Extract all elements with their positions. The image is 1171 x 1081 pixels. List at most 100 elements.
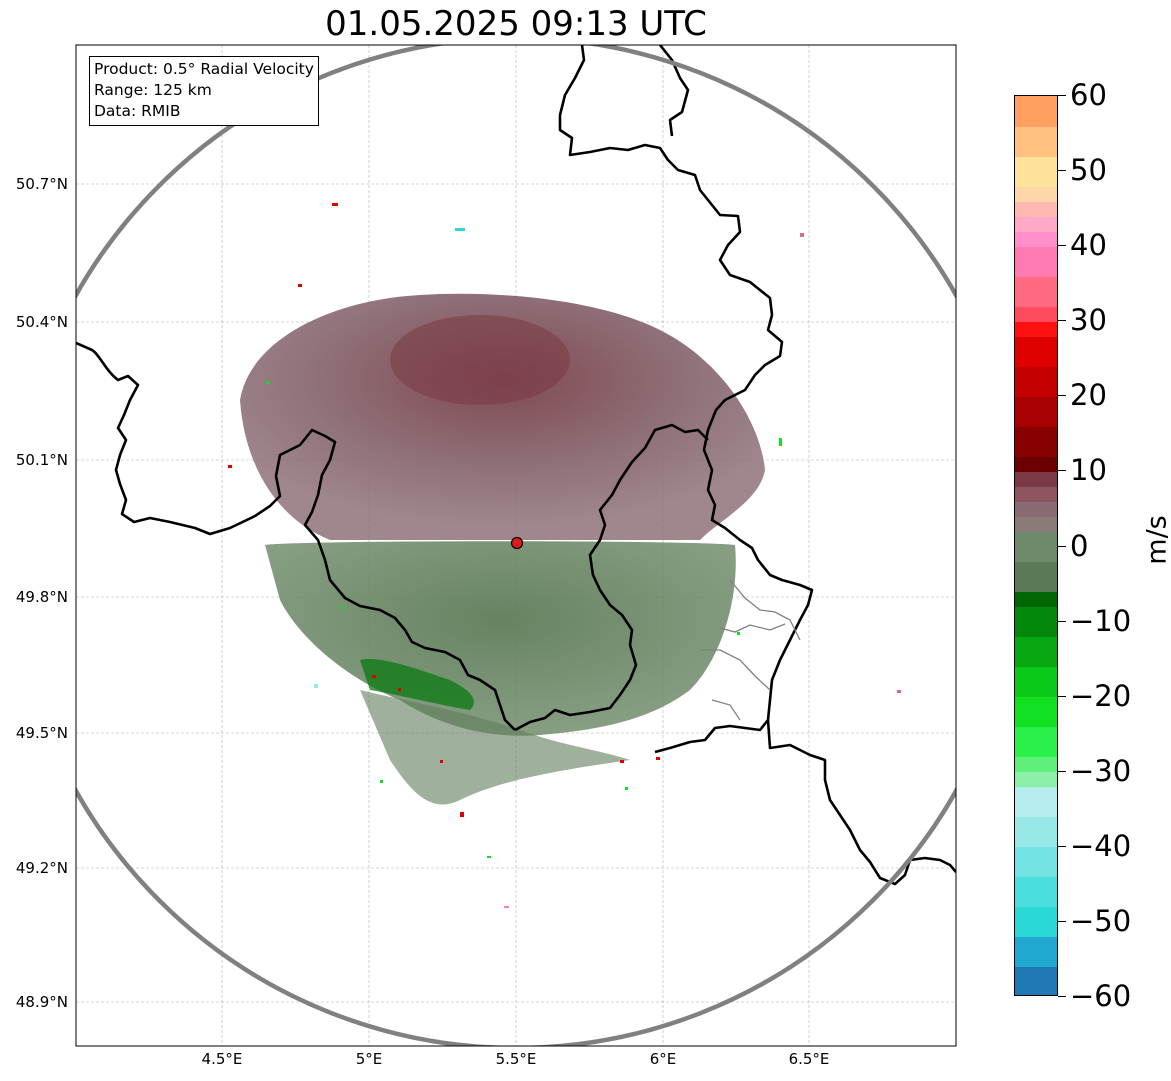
colorbar-tick [1058,695,1066,697]
colorbar-band [1015,561,1057,593]
colorbar-tick-label: −40 [1070,828,1132,863]
colorbar-band [1015,966,1057,995]
colorbar-band [1015,606,1057,638]
colorbar-band [1015,531,1057,562]
border-luxembourg-west [514,423,709,732]
colorbar-band [1015,126,1057,157]
lon-tick-label: 5°E [355,1050,383,1068]
colorbar-tick-label: −60 [1070,979,1132,1013]
colorbar-band [1015,591,1057,608]
colorbar-band [1015,786,1057,818]
lat-tick-label: 48.9°N [15,993,68,1011]
colorbar-tick [1058,170,1066,172]
radar-site-dot [510,536,524,550]
colorbar-band [1015,246,1057,277]
colorbar-band [1015,876,1057,908]
colorbar-band [1015,321,1057,337]
echo-speckle-cyan [455,228,465,231]
colorbar-band [1015,816,1057,848]
colorbar-band [1015,366,1057,397]
velocity-echoes [228,203,901,908]
country-borders [76,45,956,886]
colorbar-tick-label: −30 [1070,753,1132,788]
border-belgium-france-west [76,341,516,731]
colorbar-tick [1058,996,1066,997]
colorbar-tick [1058,470,1066,472]
colorbar-band [1015,846,1057,878]
colorbar-tick [1058,320,1066,322]
colorbar-unit-label: m/s [1141,515,1171,565]
lat-tick-label: 49.2°N [15,859,68,877]
echo-core-north [390,315,570,405]
echo-south-tail [360,690,630,805]
lat-tick-label: 50.1°N [15,451,68,469]
colorbar-band [1015,501,1057,517]
product-info-box: Product: 0.5° Radial Velocity Range: 125… [89,56,319,126]
border-germany-belgium [558,45,814,754]
colorbar-tick-label: 50 [1070,153,1107,188]
colorbar-band [1015,336,1057,367]
colorbar-band [1015,186,1057,202]
colorbar-tick [1058,620,1066,622]
lat-tick-label: 50.7°N [15,175,68,193]
velocity-colorbar [1014,95,1058,996]
lon-tick-label: 4.5°E [201,1050,243,1068]
echo-strong-inbound [360,659,474,710]
colorbar-band [1015,396,1057,427]
colorbar-band [1015,666,1057,698]
lat-tick-label: 49.5°N [15,724,68,742]
border-netherlands-top [658,45,690,137]
lat-tick-label: 50.4°N [15,313,68,331]
info-product: Product: 0.5° Radial Velocity [94,60,314,78]
province-borders [700,579,801,721]
echo-speckles [228,203,901,817]
colorbar-tick-label: 0 [1070,528,1089,563]
colorbar-band [1015,516,1057,532]
colorbar-band [1015,756,1057,773]
colorbar-tick [1058,395,1066,397]
colorbar-tick-label: 20 [1070,378,1107,413]
border-germany-france [766,719,956,886]
colorbar-band [1015,471,1057,487]
colorbar-band [1015,771,1057,788]
info-source: Data: RMIB [94,102,181,120]
colorbar-tick-label: 10 [1070,453,1107,488]
colorbar-band [1015,96,1057,127]
colorbar-band [1015,216,1057,232]
colorbar-band [1015,696,1057,728]
colorbar-tick-label: −50 [1070,903,1132,938]
colorbar-band [1015,636,1057,668]
colorbar-band [1015,276,1057,307]
colorbar-tick-label: 30 [1070,303,1107,338]
colorbar-tick [1058,95,1066,96]
map-frame [75,44,957,1047]
colorbar-tick [1058,770,1066,772]
colorbar-tick-label: 40 [1070,228,1107,263]
colorbar-tick-label: −20 [1070,678,1132,713]
echo-receding-region [240,293,765,540]
info-range: Range: 125 km [94,81,212,99]
colorbar-band [1015,426,1057,457]
map-title: 01.05.2025 09:13 UTC [325,4,707,44]
colorbar-band [1015,456,1057,472]
lon-tick-label: 6.5°E [788,1050,830,1068]
lon-tick-label: 5.5°E [495,1050,537,1068]
colorbar-tick [1058,545,1066,547]
colorbar-tick [1058,920,1066,922]
colorbar-band [1015,306,1057,322]
colorbar-band [1015,486,1057,502]
colorbar-tick [1058,245,1066,247]
colorbar-band [1015,231,1057,247]
colorbar-tick-label: 60 [1070,78,1107,112]
colorbar-band [1015,201,1057,217]
lat-tick-label: 49.8°N [15,588,68,606]
colorbar-tick [1058,845,1066,847]
echo-speckles-green [266,381,782,858]
colorbar-band [1015,156,1057,187]
colorbar-band [1015,906,1057,938]
colorbar-band [1015,726,1057,758]
colorbar-tick-label: −10 [1070,603,1132,638]
lon-tick-label: 6°E [649,1050,677,1068]
colorbar-band [1015,936,1057,968]
